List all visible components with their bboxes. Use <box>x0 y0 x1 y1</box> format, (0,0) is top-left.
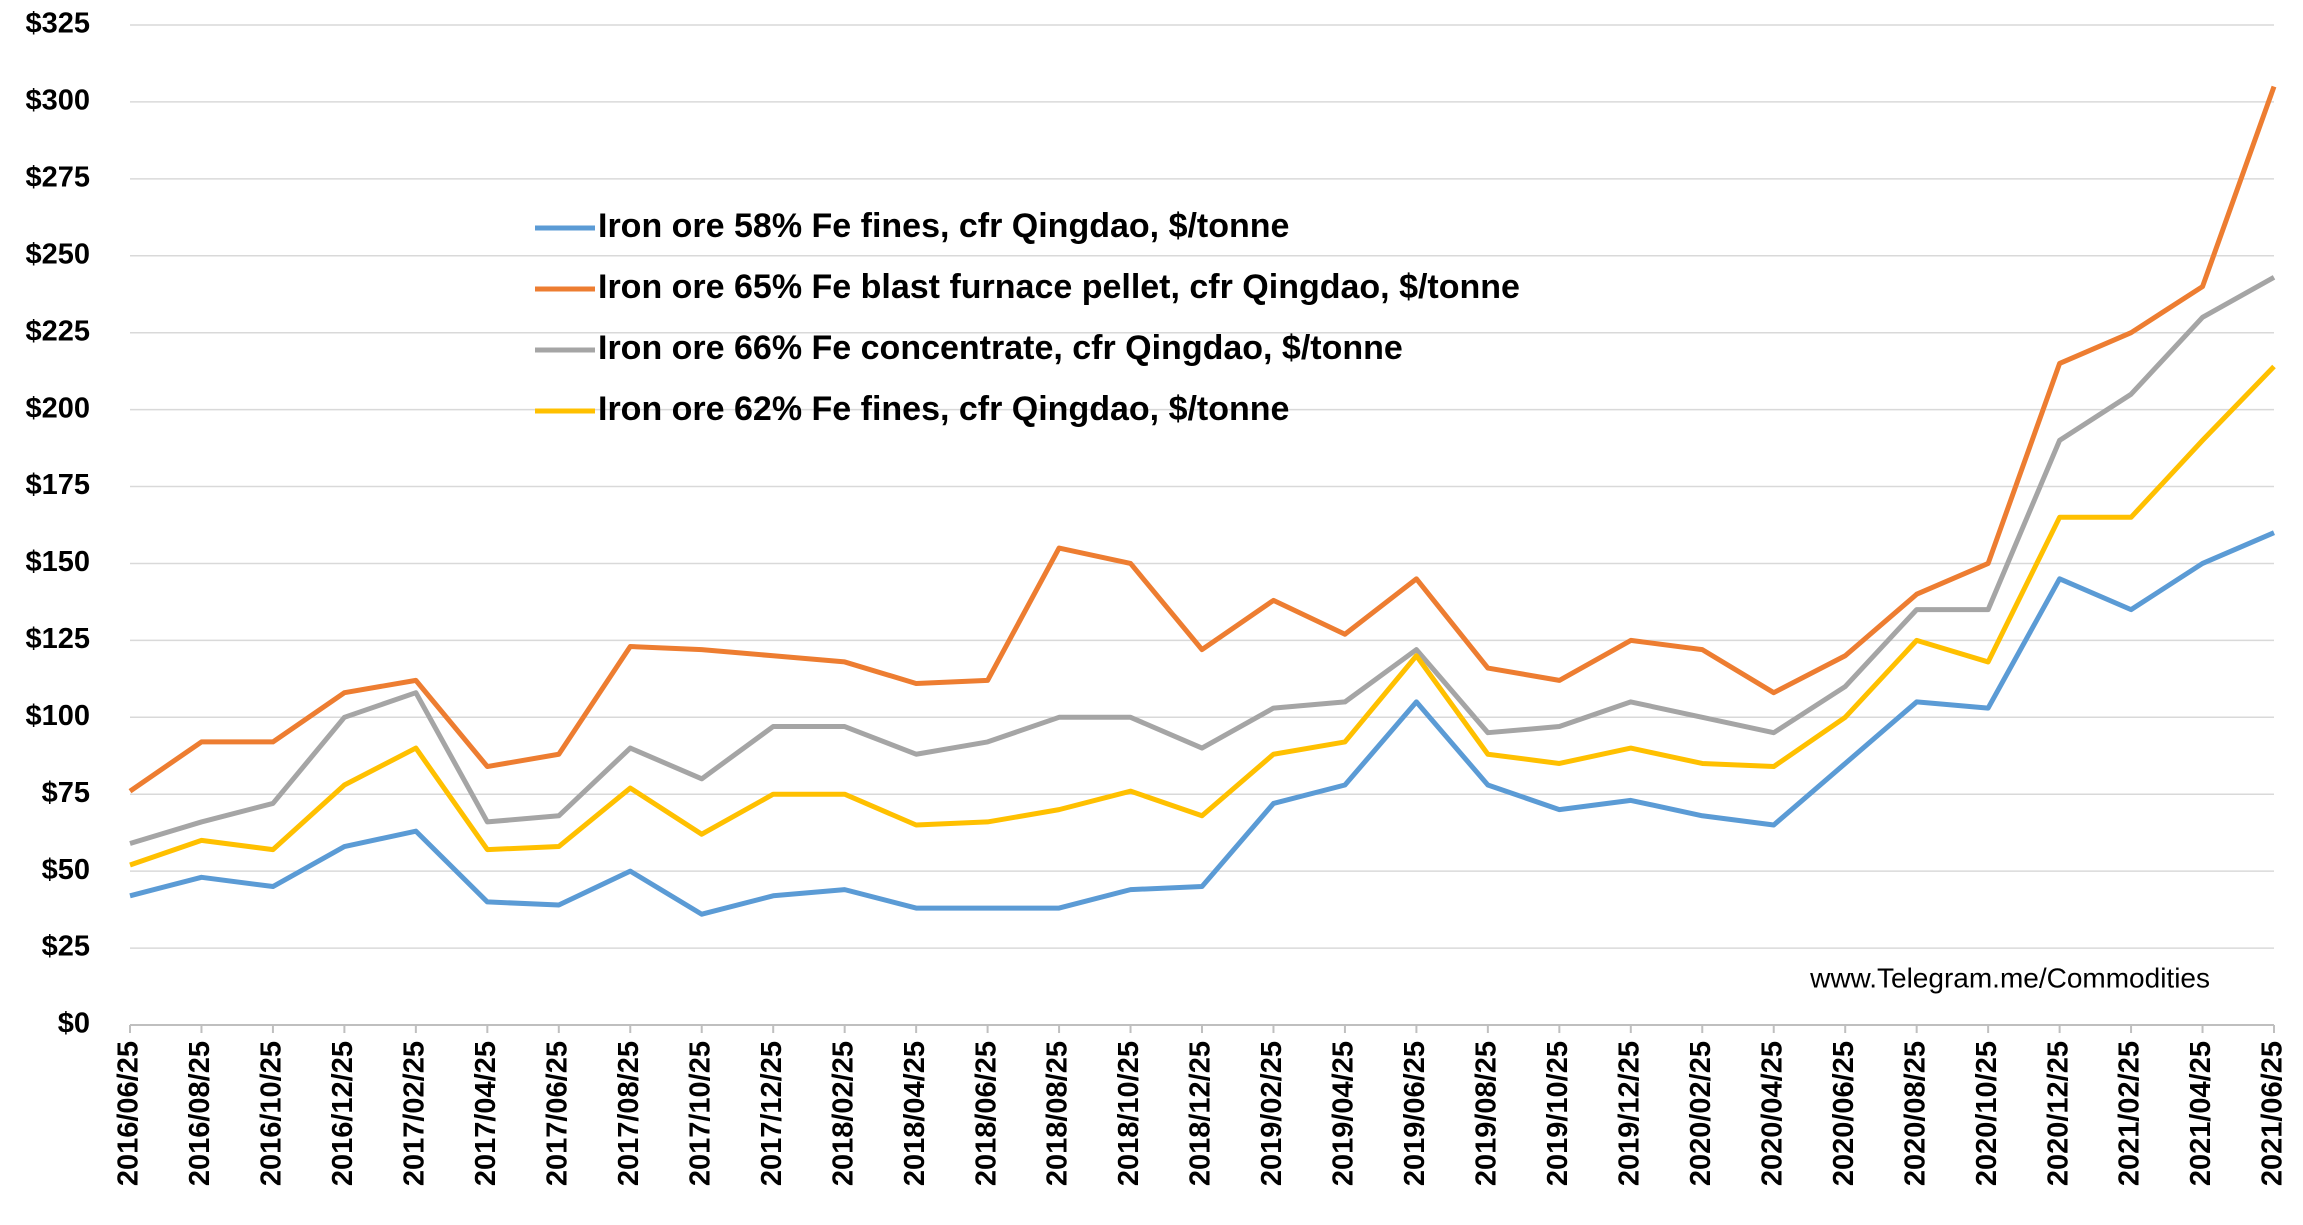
x-tick-label: 2019/06/25 <box>1399 1041 1431 1186</box>
x-tick-label: 2021/06/25 <box>2257 1041 2289 1186</box>
legend-label: Iron ore 58% Fe fines, cfr Qingdao, $/to… <box>598 207 1289 245</box>
legend-label: Iron ore 62% Fe fines, cfr Qingdao, $/to… <box>598 390 1289 428</box>
legend-label: Iron ore 65% Fe blast furnace pellet, cf… <box>598 268 1520 306</box>
x-tick-label: 2021/04/25 <box>2185 1041 2217 1186</box>
y-tick-label: $50 <box>42 854 90 886</box>
y-tick-label: $150 <box>25 546 90 578</box>
x-tick-label: 2017/10/25 <box>684 1041 716 1186</box>
x-tick-label: 2021/02/25 <box>2114 1041 2146 1186</box>
x-tick-label: 2020/12/25 <box>2042 1041 2074 1186</box>
y-tick-label: $100 <box>25 700 90 732</box>
x-tick-label: 2019/08/25 <box>1471 1041 1503 1186</box>
y-tick-label: $125 <box>25 623 90 655</box>
y-tick-label: $25 <box>42 931 90 963</box>
series-line <box>130 367 2274 865</box>
x-tick-label: 2019/04/25 <box>1328 1041 1360 1186</box>
x-tick-label: 2016/10/25 <box>256 1041 288 1186</box>
y-tick-label: $325 <box>25 8 90 40</box>
series-line <box>130 87 2274 792</box>
x-tick-label: 2016/08/25 <box>184 1041 216 1186</box>
x-tick-label: 2018/02/25 <box>827 1041 859 1186</box>
y-tick-label: $75 <box>42 777 90 809</box>
y-tick-label: $225 <box>25 315 90 347</box>
x-tick-label: 2017/02/25 <box>399 1041 431 1186</box>
x-tick-label: 2019/12/25 <box>1613 1041 1645 1186</box>
y-tick-label: $0 <box>58 1008 90 1040</box>
x-tick-label: 2018/12/25 <box>1185 1041 1217 1186</box>
x-tick-label: 2018/06/25 <box>970 1041 1002 1186</box>
x-tick-label: 2017/06/25 <box>541 1041 573 1186</box>
x-tick-label: 2017/12/25 <box>756 1041 788 1186</box>
x-tick-label: 2018/10/25 <box>1113 1041 1145 1186</box>
x-tick-label: 2019/02/25 <box>1256 1041 1288 1186</box>
x-tick-label: 2020/06/25 <box>1828 1041 1860 1186</box>
chart: www.Telegram.me/Commodities $0 $25 $50 $75 $… <box>0 0 2303 1225</box>
annotation: www.Telegram.me/Commodities <box>1809 962 2210 993</box>
y-tick-label: $275 <box>25 162 90 194</box>
x-tick-label: 2017/08/25 <box>613 1041 645 1186</box>
x-tick-label: 2016/06/25 <box>113 1041 145 1186</box>
x-tick-label: 2020/08/25 <box>1899 1041 1931 1186</box>
x-tick-label: 2020/04/25 <box>1756 1041 1788 1186</box>
y-tick-label: $175 <box>25 469 90 501</box>
y-tick-label: $300 <box>25 85 90 117</box>
x-tick-label: 2016/12/25 <box>327 1041 359 1186</box>
x-tick-label: 2020/02/25 <box>1685 1041 1717 1186</box>
y-tick-label: $250 <box>25 238 90 270</box>
legend-label: Iron ore 66% Fe concentrate, cfr Qingdao… <box>598 329 1403 367</box>
y-tick-label: $200 <box>25 392 90 424</box>
x-tick-label: 2017/04/25 <box>470 1041 502 1186</box>
x-tick-label: 2020/10/25 <box>1971 1041 2003 1186</box>
x-tick-label: 2018/04/25 <box>899 1041 931 1186</box>
x-tick-label: 2018/08/25 <box>1042 1041 1074 1186</box>
x-tick-label: 2019/10/25 <box>1542 1041 1574 1186</box>
